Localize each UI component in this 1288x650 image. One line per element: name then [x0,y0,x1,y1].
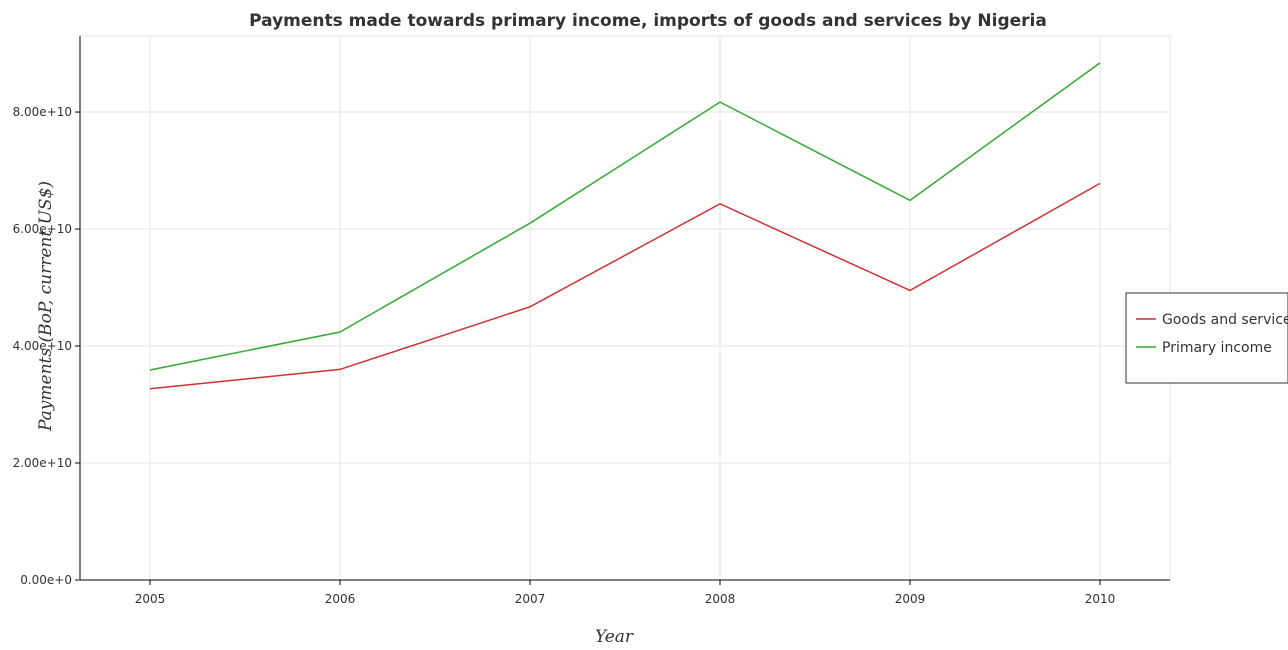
y-tick-label: 4.00e+10 [13,339,72,353]
legend: Goods and services Primary income [1125,292,1288,384]
y-tick-label: 6.00e+10 [13,222,72,236]
x-tick-label: 2008 [705,592,736,606]
legend-label: Primary income [1162,340,1272,356]
series-line-primary-income [149,62,1101,371]
chart-title: Payments made towards primary income, im… [249,11,1047,31]
y-tick-label: 0.00e+0 [20,573,72,587]
y-tick-label: 8.00e+10 [13,105,72,119]
x-tick-label: 2009 [895,592,926,606]
plot-area: 0.00e+0 2.00e+10 4.00e+10 6.00e+10 8.00e+10 2… [13,35,1171,606]
x-tick-label: 2007 [515,592,546,606]
x-tick-label: 2010 [1085,592,1116,606]
legend-box [1125,292,1288,384]
x-tick-label: 2006 [325,592,356,606]
series-line-goods-and-services [149,182,1101,390]
x-tick-label: 2005 [135,592,166,606]
y-tick-label: 2.00e+10 [13,456,72,470]
legend-label: Goods and services [1162,312,1288,328]
plot-frame [79,35,1171,581]
y-axis-label: Payments (BoP, current US$) [36,181,56,432]
x-axis-label: Year [595,627,634,647]
